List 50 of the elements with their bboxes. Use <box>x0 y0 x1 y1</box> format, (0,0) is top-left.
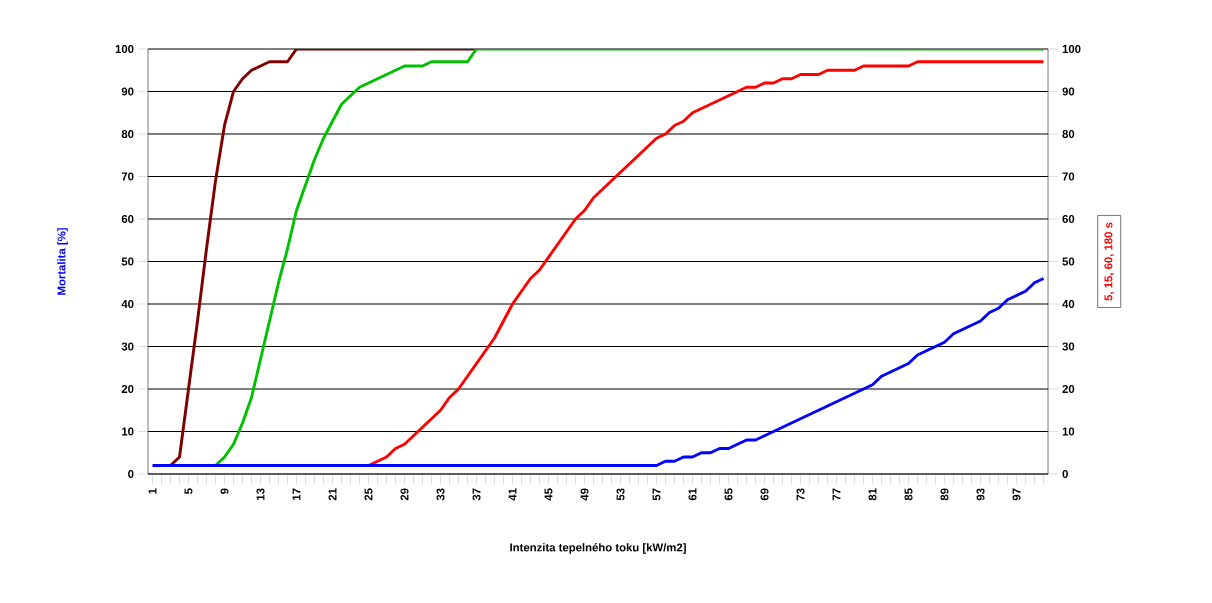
y2-tick-label: 30 <box>1062 342 1075 351</box>
x-tick-label: 77 <box>832 488 841 501</box>
x-tick-label: 73 <box>796 488 805 501</box>
x-tick-label: 53 <box>616 488 625 501</box>
x-tick-label: 93 <box>976 488 985 501</box>
x-tick-label: 33 <box>436 488 445 501</box>
y2-tick-label: 20 <box>1062 385 1075 393</box>
y-tick-label: 40 <box>121 299 134 308</box>
y-tick-label: 10 <box>122 427 134 436</box>
x-tick-label: 13 <box>256 488 265 500</box>
y2-tick-label: 0 <box>1062 470 1068 479</box>
x-tick-label: 85 <box>904 488 913 501</box>
x-tick-label: 65 <box>724 488 733 501</box>
y2-tick-label: 40 <box>1062 299 1075 308</box>
y-tick-label: 90 <box>121 87 134 96</box>
y-tick-label: 60 <box>121 214 134 223</box>
y-tick-label: 50 <box>121 257 134 266</box>
y-tick-label: 30 <box>121 342 134 351</box>
x-tick-label: 81 <box>868 488 877 501</box>
x-tick-label: 29 <box>400 488 409 501</box>
x-tick-label: 5 <box>184 488 193 494</box>
y-tick-label: 20 <box>121 385 134 393</box>
x-tick-label: 49 <box>580 488 589 501</box>
x-tick-label: 45 <box>544 488 553 501</box>
y-axis-title: Mortalita [%] <box>57 228 68 295</box>
y2-tick-label: 90 <box>1062 87 1075 96</box>
x-tick-label: 97 <box>1012 488 1021 501</box>
x-axis-title: Intenzita tepelného toku [kW/m2] <box>510 543 686 554</box>
x-tick-label: 41 <box>508 488 517 501</box>
x-tick-label: 21 <box>328 488 337 501</box>
y2-tick-label: 50 <box>1062 257 1075 266</box>
y2-axis-title: 5, 15, 60, 180 s <box>1104 222 1115 301</box>
y2-tick-label: 80 <box>1062 129 1075 138</box>
y2-tick-label: 60 <box>1062 214 1075 223</box>
x-tick-label: 61 <box>688 488 697 501</box>
y-tick-label: 70 <box>121 172 134 181</box>
y-tick-label: 0 <box>128 470 134 479</box>
x-tick-label: 17 <box>292 488 301 500</box>
x-tick-label: 37 <box>472 488 481 501</box>
x-tick-label: 57 <box>652 488 661 501</box>
x-tick-label: 89 <box>940 488 949 501</box>
x-tick-label: 25 <box>364 488 373 501</box>
y2-tick-label: 100 <box>1062 44 1081 53</box>
x-tick-label: 1 <box>148 488 157 494</box>
x-tick-label: 9 <box>220 488 229 494</box>
y2-tick-label: 10 <box>1062 427 1075 436</box>
x-tick-label: 69 <box>760 488 769 501</box>
y2-tick-label: 70 <box>1062 172 1075 181</box>
y-tick-label: 100 <box>115 44 134 53</box>
y-tick-label: 80 <box>121 129 134 138</box>
